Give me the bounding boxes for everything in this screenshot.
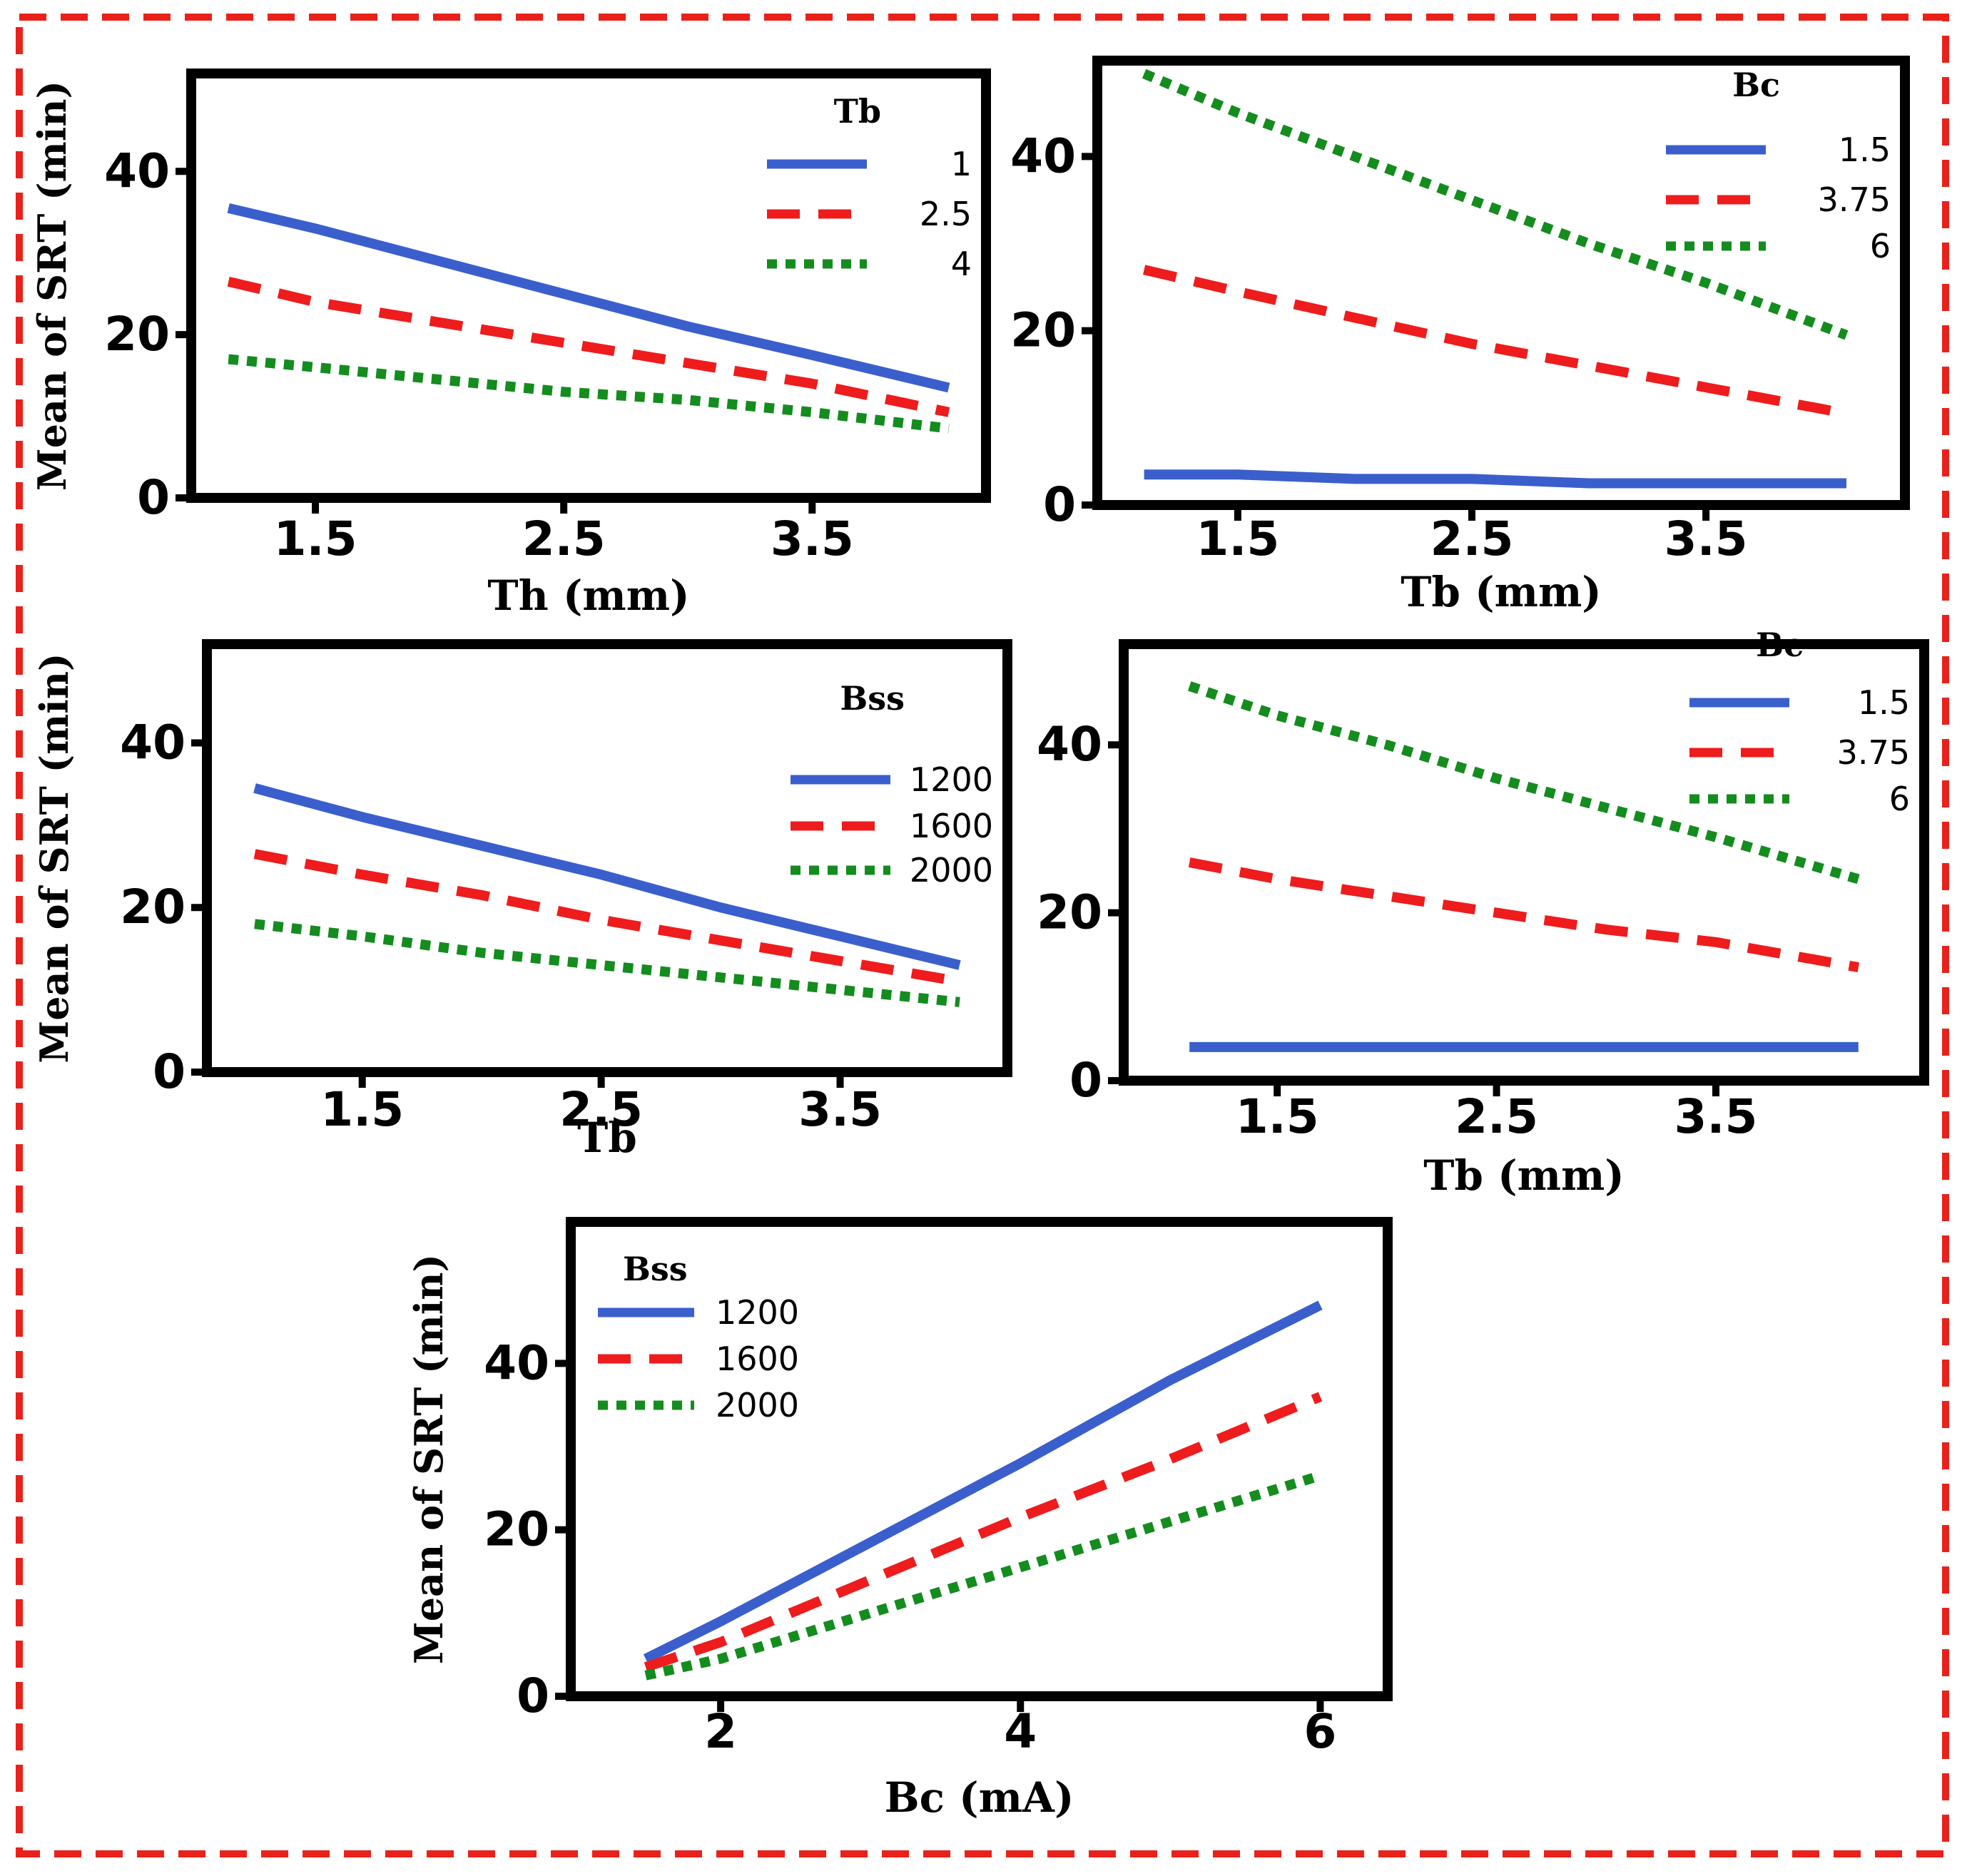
y-tick-label: 20 [484, 1502, 549, 1557]
plot-frame [202, 639, 1012, 1077]
legend-entry-label: 2000 [716, 1386, 799, 1424]
legend-entry-label: 1200 [716, 1293, 799, 1332]
series-line-1 [227, 203, 950, 393]
y-tick-label: 0 [1043, 477, 1076, 532]
series-line-4 [228, 354, 950, 434]
x-tick-label: 2.5 [559, 1082, 643, 1137]
series-line-2000 [644, 1471, 1322, 1681]
series-line-3.75 [1188, 857, 1860, 972]
x-tick-label: 6 [1303, 1704, 1336, 1759]
legend-title: Bss [840, 679, 905, 718]
y-tick-label: 40 [1010, 128, 1076, 183]
series-line-1600 [644, 1392, 1323, 1672]
chart-panel-2: 0 20 40 1.5 2.5 3.5 Tb (mm) Bc 1.5 3.75 6 [1010, 56, 1910, 616]
x-tick-label: 3.5 [771, 511, 854, 566]
legend-entry-label: 1600 [910, 807, 993, 845]
plot-frame [1119, 639, 1929, 1086]
x-tick-label: 1.5 [320, 1082, 404, 1137]
y-axis-label: Mean of SRT (min) [29, 81, 75, 491]
x-tick-label: 2 [704, 1704, 737, 1759]
chart-panel-3: 0 20 40 1.5 2.5 3.5 Tb Mean of SRT (min) Bss 1200… [31, 639, 1012, 1162]
x-tick-label: 1.5 [1236, 1089, 1319, 1144]
chart-panel-5: 0 20 40 2 4 6 Bc (mA) Mean of SRT (min) Bss 1200 1… [406, 1217, 1393, 1822]
y-tick-label: 20 [1037, 885, 1102, 940]
legend-entry-label: 3.75 [1837, 733, 1910, 772]
chart-panel-4: 0 20 40 1.5 2.5 3.5 Tb (mm) Bc 1.5 3.75 6 [1037, 626, 1929, 1200]
legend-entry-label: 1.5 [1858, 683, 1910, 722]
y-tick-label: 40 [120, 715, 185, 770]
series-line-6 [1187, 681, 1860, 885]
series-line-1.5 [1144, 469, 1846, 489]
x-tick-label: 1.5 [1196, 511, 1279, 566]
y-tick-label: 0 [137, 470, 170, 525]
legend-entry-label: 2000 [910, 851, 993, 889]
legend: Bss 1200 1600 2000 [791, 679, 993, 889]
plot-frame [566, 1217, 1393, 1701]
y-tick-label: 20 [104, 307, 170, 362]
legend-entry-label: 2.5 [920, 195, 972, 233]
legend-title: Bss [623, 1250, 688, 1288]
x-axis-label: Bc (mA) [885, 1773, 1074, 1822]
y-tick-label: 0 [153, 1044, 185, 1099]
y-axis-label: Mean of SRT (min) [406, 1254, 452, 1664]
legend-title: Tb [834, 92, 881, 131]
series-line-1600 [253, 849, 961, 987]
legend: Bss 1200 1600 2000 [598, 1250, 799, 1424]
legend-entry-label: 6 [1889, 780, 1910, 818]
series-line-1200 [643, 1300, 1323, 1663]
legend-entry-label: 4 [951, 245, 972, 283]
series-line-1200 [253, 783, 961, 970]
legend-entry-label: 6 [1870, 227, 1891, 265]
chart-panel-1: 0 20 40 1.5 2.5 3.5 Th (mm) Mean of SRT (min) Tb… [29, 68, 991, 620]
legend-title: Bc [1732, 66, 1780, 104]
plot-frame [1092, 56, 1910, 510]
x-axis-label: Tb (mm) [1401, 568, 1602, 616]
x-tick-label: 2.5 [1430, 511, 1514, 566]
x-tick-label: 1.5 [274, 511, 357, 566]
x-tick-label: 3.5 [1664, 511, 1748, 566]
y-axis-label: Mean of SRT (min) [31, 653, 77, 1063]
legend: Bc 1.5 3.75 6 [1666, 66, 1891, 265]
y-tick-label: 40 [104, 143, 170, 198]
legend: Bc 1.5 3.75 6 [1689, 626, 1910, 818]
x-tick-label: 3.5 [798, 1082, 882, 1137]
x-tick-label: 4 [1004, 1704, 1037, 1759]
y-tick-label: 40 [1037, 717, 1102, 772]
x-axis-label: Th (mm) [487, 571, 689, 620]
outer-dashed-border [16, 14, 1949, 1857]
plot-frame [186, 68, 991, 503]
x-axis-label: Tb (mm) [1423, 1151, 1625, 1200]
x-tick-label: 2.5 [522, 511, 606, 566]
legend-entry-label: 1 [951, 145, 972, 183]
legend-entry-label: 1200 [910, 760, 993, 799]
series-line-3.75 [1143, 265, 1848, 419]
y-tick-label: 20 [120, 880, 185, 934]
legend-title: Bc [1756, 626, 1804, 664]
x-axis-label: Tb [577, 1113, 637, 1162]
x-tick-label: 3.5 [1674, 1089, 1758, 1144]
series-line-6 [1142, 68, 1849, 340]
x-tick-label: 2.5 [1455, 1089, 1538, 1144]
series-line-2.5 [227, 276, 950, 417]
legend: Tb 1 2.5 4 [767, 92, 972, 283]
legend-entry-label: 3.75 [1818, 180, 1891, 219]
legend-entry-label: 1600 [716, 1340, 799, 1378]
y-tick-label: 0 [1069, 1053, 1102, 1108]
y-tick-label: 0 [517, 1668, 549, 1723]
y-tick-label: 20 [1010, 303, 1076, 358]
legend-entry-label: 1.5 [1839, 131, 1891, 169]
y-tick-label: 40 [484, 1335, 549, 1390]
